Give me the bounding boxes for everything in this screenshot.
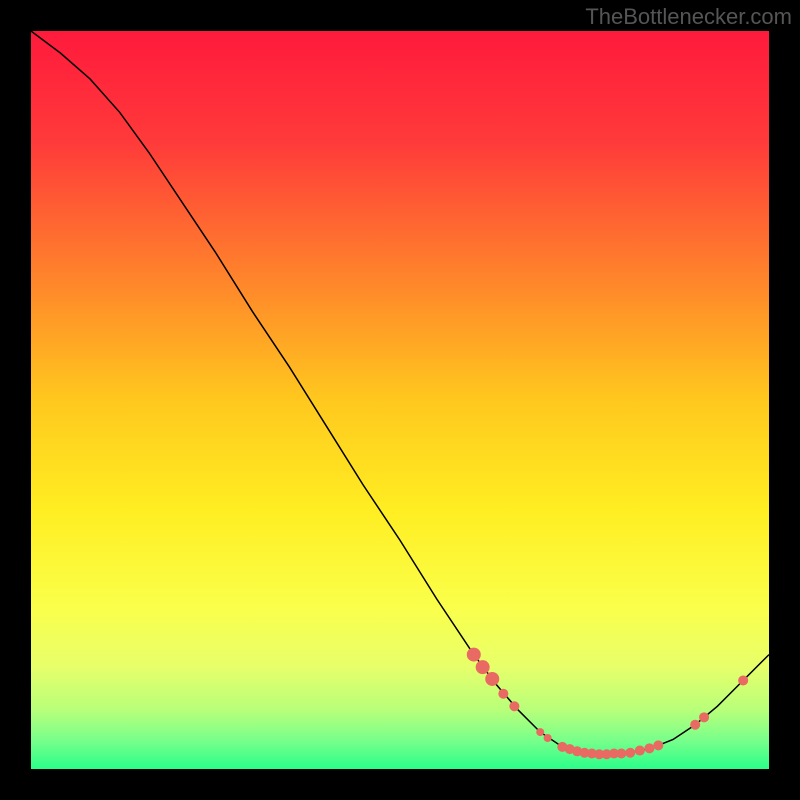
data-marker — [625, 748, 635, 758]
data-marker — [644, 743, 654, 753]
data-marker — [476, 660, 490, 674]
plot-svg — [31, 31, 769, 769]
data-marker — [536, 728, 544, 736]
data-marker — [467, 648, 481, 662]
data-marker — [509, 701, 519, 711]
data-marker — [485, 672, 499, 686]
data-marker — [616, 749, 626, 759]
chart-container: TheBottlenecker.com — [0, 0, 800, 800]
data-marker — [498, 689, 508, 699]
data-marker — [699, 712, 709, 722]
data-marker — [544, 734, 552, 742]
plot-area — [31, 31, 769, 769]
data-marker — [738, 675, 748, 685]
data-marker — [653, 740, 663, 750]
watermark-text: TheBottlenecker.com — [585, 4, 792, 30]
data-marker — [635, 746, 645, 756]
data-marker — [690, 720, 700, 730]
